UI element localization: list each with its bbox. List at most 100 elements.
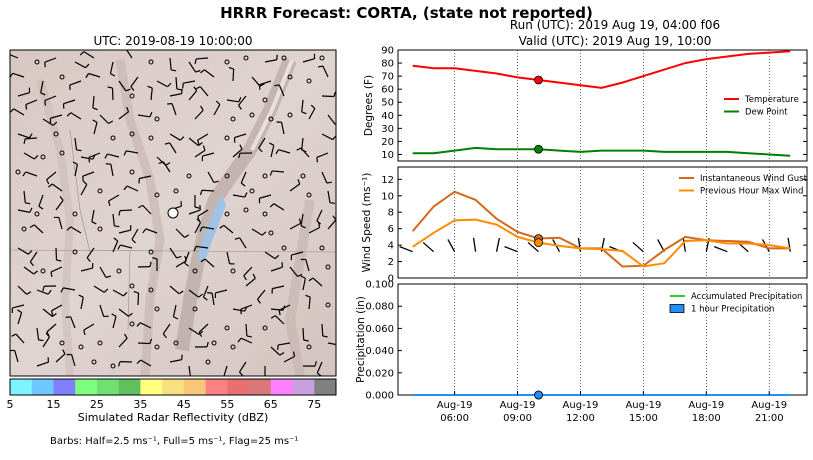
y-tick-label: 0.080 — [365, 302, 394, 313]
colorbar-label: Simulated Radar Reflectivity (dBZ) — [78, 411, 269, 424]
wind-barb-flag — [76, 149, 82, 152]
wind-barb — [29, 251, 38, 263]
wind-barb — [120, 244, 133, 249]
wind-barb — [119, 209, 133, 212]
wind-barb-flag — [269, 170, 273, 176]
wind-barb — [632, 241, 644, 253]
wind-barb-flag — [60, 287, 64, 293]
wind-barb-flag — [108, 200, 111, 206]
wind-barb — [175, 260, 187, 268]
wind-barb-flag — [92, 119, 98, 123]
colorbar-tick-label: 25 — [90, 398, 104, 411]
calm-marker — [325, 264, 331, 270]
calm-marker — [97, 340, 103, 346]
wind-barb-flag — [179, 136, 185, 141]
wind-barb — [169, 133, 181, 141]
wind-barb — [327, 219, 336, 230]
wind-barb — [137, 342, 151, 345]
wind-barb — [215, 289, 228, 294]
wind-barb-flag — [113, 237, 119, 242]
wind-barb-flag — [62, 349, 66, 355]
wind-barb-flag — [184, 255, 187, 261]
wind-barb — [273, 203, 285, 211]
wind-barb — [270, 346, 281, 356]
wind-barb — [308, 108, 316, 120]
wind-barb-flag — [111, 313, 117, 317]
wind-barb-flag — [305, 294, 311, 298]
wind-barb-flag — [261, 231, 267, 236]
wind-barb-flag — [326, 181, 332, 184]
wind-barb-flag — [200, 258, 206, 263]
wind-barb-flag — [52, 313, 57, 317]
calm-marker — [154, 192, 160, 198]
wind-barb — [86, 247, 95, 259]
x-tick-label: 12:00 — [566, 413, 595, 424]
wind-barb — [198, 323, 209, 333]
wind-barb — [118, 229, 131, 234]
calm-marker — [97, 188, 103, 194]
calm-marker — [249, 188, 255, 194]
wind-barb — [272, 285, 285, 290]
temperature-chart: 10 20 30 40 50 60 70 80 90 Degrees (F) Temperature… — [363, 46, 808, 162]
wind-barb-flag — [136, 359, 142, 365]
wind-barb — [169, 142, 177, 154]
y-tick-label: 12 — [381, 175, 394, 186]
wind-barb — [232, 308, 245, 312]
calm-marker — [59, 340, 65, 346]
wind-barb — [232, 194, 245, 198]
wind-barb-flag — [28, 133, 33, 139]
wind-barb — [223, 224, 234, 234]
precipitation-chart: 0.000 0.020 0.040 0.060 0.080 0.100 Precipitat… — [355, 280, 808, 424]
wind-barb-flag — [234, 237, 240, 240]
wind-barb-flag — [149, 112, 153, 118]
y-axis-label: Precipitation (in) — [355, 296, 367, 383]
wind-barb — [80, 156, 93, 160]
wind-barb — [232, 148, 243, 158]
wind-barb-flag — [17, 309, 22, 314]
wind-barb — [577, 237, 582, 252]
wind-barb-flag — [193, 86, 198, 92]
calm-marker — [211, 340, 217, 346]
wind-barb — [118, 337, 128, 348]
wind-barb-flag — [38, 205, 44, 210]
calm-marker — [78, 344, 84, 350]
calm-marker — [148, 135, 154, 141]
wind-barb — [270, 308, 283, 311]
wind-barb — [51, 304, 63, 312]
wind-barb-flag — [206, 341, 209, 348]
wind-barb-flag — [197, 142, 203, 147]
calm-marker — [268, 230, 274, 236]
wind-barb-flag — [85, 63, 90, 69]
wind-barb-flag — [107, 86, 113, 89]
calm-marker — [72, 249, 78, 255]
calm-marker — [53, 131, 59, 137]
wind-barb — [291, 251, 304, 256]
wind-barb — [111, 87, 114, 101]
wind-barb — [92, 95, 95, 109]
calm-marker — [15, 169, 21, 175]
wind-barb — [126, 185, 139, 192]
wind-barb — [251, 76, 261, 87]
wind-barb-flag — [238, 153, 241, 159]
wind-barb-flag — [162, 333, 167, 339]
wind-barb-flag — [257, 299, 261, 304]
wind-barb-flag — [29, 207, 33, 213]
wind-barb — [63, 99, 76, 105]
legend-label: Accumulated Precipitation — [691, 292, 802, 302]
wind-barb-flag — [303, 339, 309, 342]
wind-barb-flag — [195, 86, 201, 90]
wind-barb — [50, 266, 63, 273]
wind-barb-flag — [197, 139, 200, 146]
wind-barb-flag — [66, 112, 72, 117]
wind-barb-flag — [4, 54, 7, 58]
wind-barb — [199, 86, 209, 97]
y-tick-label: 50 — [381, 98, 394, 109]
wind-barb-flag — [142, 228, 147, 234]
wind-barb-flag — [11, 333, 17, 337]
barb-legend-text: Barbs: Half=2.5 ms⁻¹, Full=5 ms⁻¹, Flag=… — [50, 436, 299, 447]
wind-barb — [15, 333, 25, 344]
wind-barb — [40, 80, 44, 93]
wind-barb-flag — [239, 371, 244, 376]
wind-barb-flag — [238, 96, 242, 103]
wind-barb — [300, 147, 310, 158]
